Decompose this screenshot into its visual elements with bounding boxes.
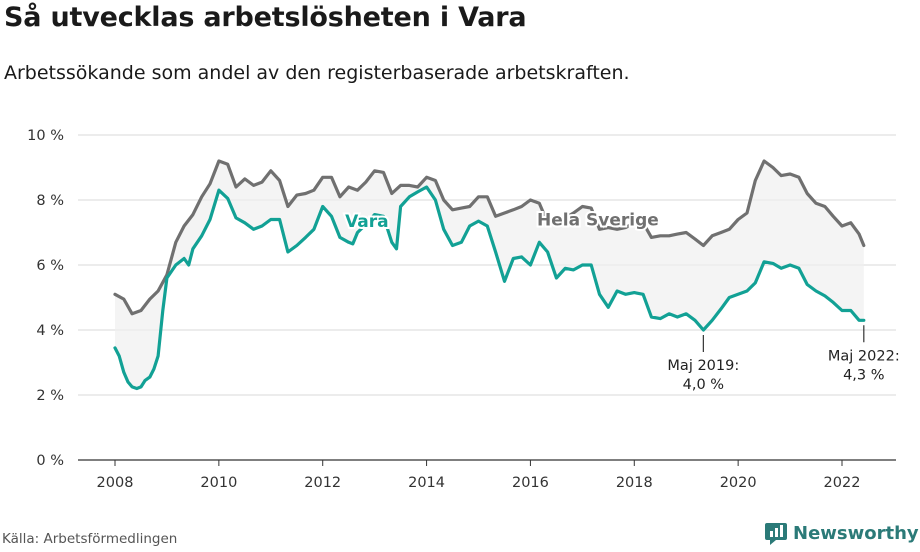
y-tick-label: 10 % [27,128,64,144]
y-tick-label: 8 % [36,193,64,209]
chart-subtitle: Arbetssökande som andel av den registerb… [4,62,630,84]
x-tick-label: 2008 [97,475,134,491]
x-tick-label: 2020 [720,475,757,491]
y-tick-label: 6 % [36,258,64,274]
x-tick-label: 2014 [408,475,445,491]
annotation-maj-2022-line: 4,3 % [843,367,884,383]
newsworthy-name: Newsworthy [793,522,919,544]
annotation-maj-2019-line: 4,0 % [683,377,724,393]
x-tick-label: 2018 [616,475,653,491]
newsworthy-logo-icon [765,523,787,545]
x-tick-label: 2010 [200,475,237,491]
y-tick-label: 2 % [36,388,64,404]
y-tick-label: 4 % [36,323,64,339]
x-tick-label: 2012 [304,475,341,491]
annotation-maj-2022-line: Maj 2022: [828,348,900,364]
annotation-maj-2019-line: Maj 2019: [667,358,739,374]
x-tick-label: 2022 [824,475,861,491]
x-tick-label: 2016 [512,475,549,491]
difference-band [115,161,864,389]
newsworthy-brand[interactable]: Newsworthy [764,520,919,546]
source-note: Källa: Arbetsförmedlingen [2,531,178,547]
chart-title: Så utvecklas arbetslösheten i Vara [4,2,527,33]
series-line-hela-sverige [113,159,866,316]
series-label-vara: Vara [345,212,389,232]
y-tick-label: 0 % [36,453,64,469]
series-line-vara [113,185,866,391]
series-label-hela-sverige: Hela Sverige [537,211,659,231]
